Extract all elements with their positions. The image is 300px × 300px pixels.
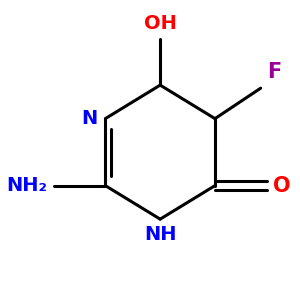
- Text: NH₂: NH₂: [7, 176, 47, 195]
- Text: O: O: [273, 176, 290, 196]
- Text: OH: OH: [144, 14, 177, 33]
- Text: F: F: [267, 62, 281, 82]
- Text: NH: NH: [144, 225, 176, 244]
- Text: N: N: [82, 109, 98, 128]
